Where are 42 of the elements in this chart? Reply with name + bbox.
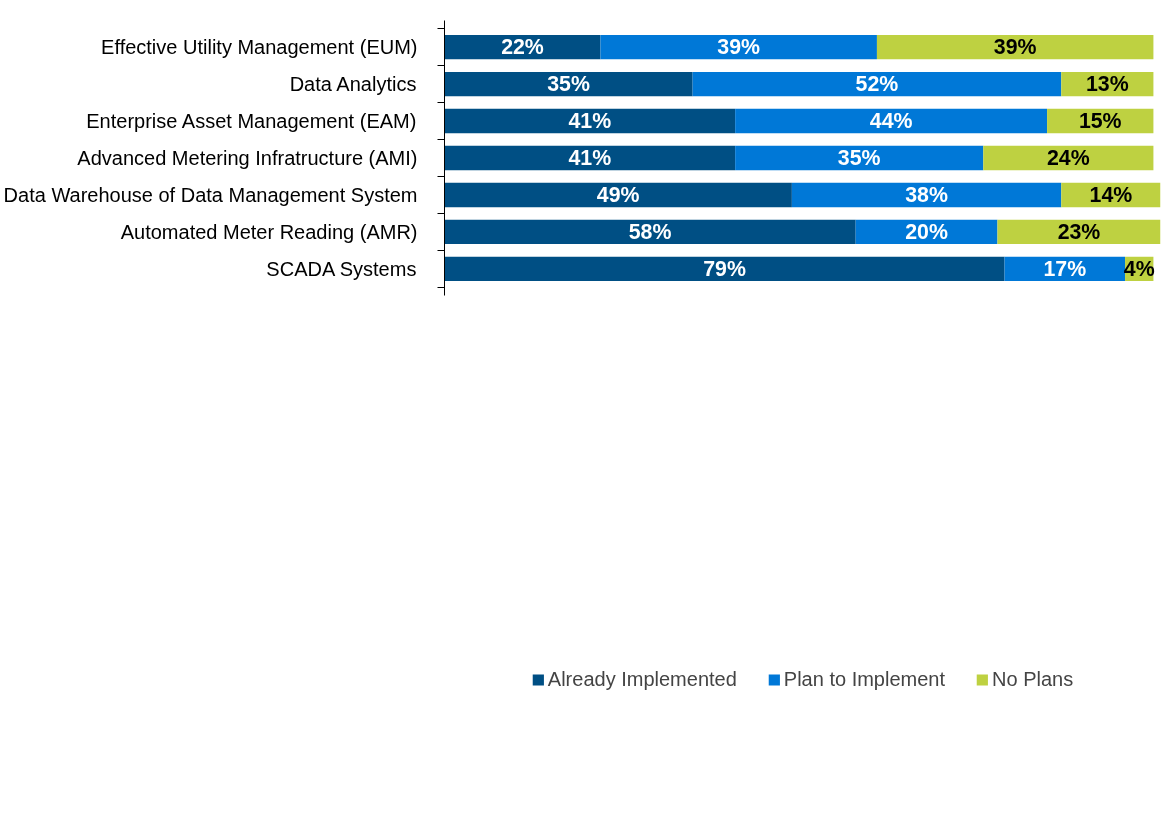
data-label: 52% bbox=[855, 72, 899, 97]
data-label: 58% bbox=[628, 219, 672, 244]
legend-label: Plan to Implement bbox=[783, 667, 946, 691]
y-tick-label: Data Warehouse of Data Management System bbox=[3, 183, 418, 206]
bar bbox=[444, 108, 736, 134]
data-label: 41% bbox=[568, 146, 612, 170]
data-label: 41% bbox=[568, 109, 612, 134]
bar bbox=[735, 145, 984, 171]
y-tick-label: Data Analytics bbox=[289, 73, 417, 96]
data-label: 17% bbox=[1043, 256, 1087, 281]
data-label: 79% bbox=[703, 256, 746, 281]
bar bbox=[444, 182, 792, 208]
data-label: 14% bbox=[1089, 182, 1133, 207]
y-tick-label: SCADA Systems bbox=[266, 257, 417, 280]
data-label: 24% bbox=[1047, 146, 1090, 170]
data-label: 49% bbox=[596, 182, 640, 207]
data-label: 35% bbox=[837, 146, 881, 170]
y-tick-label: Automated Meter Reading (AMR) bbox=[120, 220, 418, 243]
legend-label: Already Implemented bbox=[547, 667, 737, 691]
bar bbox=[444, 256, 1005, 282]
data-label: 20% bbox=[905, 219, 948, 244]
data-label: 15% bbox=[1078, 109, 1122, 134]
bar bbox=[444, 219, 856, 245]
data-label: 23% bbox=[1057, 219, 1101, 244]
data-label: 39% bbox=[993, 35, 1037, 60]
data-label: 35% bbox=[547, 72, 590, 97]
bar bbox=[692, 71, 1062, 97]
bar bbox=[876, 34, 1154, 60]
data-label: 13% bbox=[1085, 72, 1129, 97]
bar bbox=[600, 34, 877, 60]
legend-label: No Plans bbox=[992, 667, 1074, 691]
y-tick-label: Effective Utility Management (EUM) bbox=[101, 36, 418, 59]
data-label: 44% bbox=[869, 109, 913, 134]
bar bbox=[444, 145, 736, 171]
bar bbox=[735, 108, 1048, 134]
data-label: 38% bbox=[905, 182, 948, 207]
bar bbox=[791, 182, 1062, 208]
bar bbox=[444, 71, 693, 97]
data-label: 39% bbox=[717, 35, 761, 60]
y-tick-label: Enterprise Asset Management (EAM) bbox=[86, 110, 417, 133]
y-tick-label: Advanced Metering Infratructure (AMI) bbox=[77, 147, 418, 169]
data-label: 22% bbox=[501, 35, 544, 60]
